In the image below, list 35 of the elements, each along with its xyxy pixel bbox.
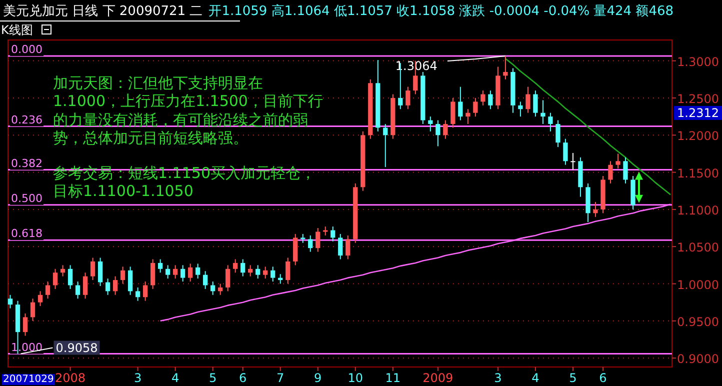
x-tick-label: 3 xyxy=(494,371,502,385)
y-tick-label: 1.2500 xyxy=(677,92,719,106)
text: 1.2312 xyxy=(677,106,719,120)
x-tick-label: 6 xyxy=(239,371,247,385)
chart-subtitle: 开1.1059 高1.1064 低1.1057 收1.1058 涨跌 -0.0004 -0.04% 量424 额468 xyxy=(208,3,674,19)
x-tick-label: 11 xyxy=(385,371,401,385)
x-tick-label: 10 xyxy=(348,371,364,385)
y-tick-label: 1.0500 xyxy=(677,240,719,255)
x-tick-label: 3 xyxy=(134,371,142,385)
x-tick-label: 4 xyxy=(171,371,180,385)
annotation: 0.236 xyxy=(11,113,42,126)
x-tick-label: 2009 xyxy=(422,371,454,385)
x-tick-label: 9 xyxy=(314,371,322,385)
y-tick-label: 1.2000 xyxy=(677,129,719,144)
y-tick-label: 0.9000 xyxy=(677,352,719,366)
x-tick-label: 4 xyxy=(532,371,540,385)
text: 20071029 xyxy=(3,374,54,385)
x-tick-label: 7 xyxy=(276,371,284,385)
text: K线图 xyxy=(1,23,33,37)
x-tick-label: 6 xyxy=(599,371,607,385)
y-tick-label: 1.1500 xyxy=(677,166,719,180)
annotation: 0.000 xyxy=(11,43,42,56)
y-tick-label: 1.3000 xyxy=(677,54,719,69)
y-tick-label: 1.0000 xyxy=(677,278,719,292)
x-tick-label: 2008 xyxy=(55,371,86,385)
annotation: 0.382 xyxy=(11,156,42,170)
y-tick-label: 1.1000 xyxy=(677,203,719,218)
x-tick-label: 5 xyxy=(209,371,217,385)
chart-title: 美元兑加元 日线 下 20090721 二 xyxy=(3,3,203,19)
annotation: 加元天图：汇但他下支持明显在1.1000，上行压力在1.1500，目前下行的力量没有消耗，有可能沿续之前的弱势，总体加元目前短线略强。 xyxy=(53,74,323,148)
annotation: 0.500 xyxy=(11,192,42,205)
x-tick-label: 5 xyxy=(569,371,577,385)
y-tick-label: 0.9500 xyxy=(677,314,719,329)
annotation: 0.9058 xyxy=(56,340,98,355)
annotation: 0.618 xyxy=(11,227,42,240)
